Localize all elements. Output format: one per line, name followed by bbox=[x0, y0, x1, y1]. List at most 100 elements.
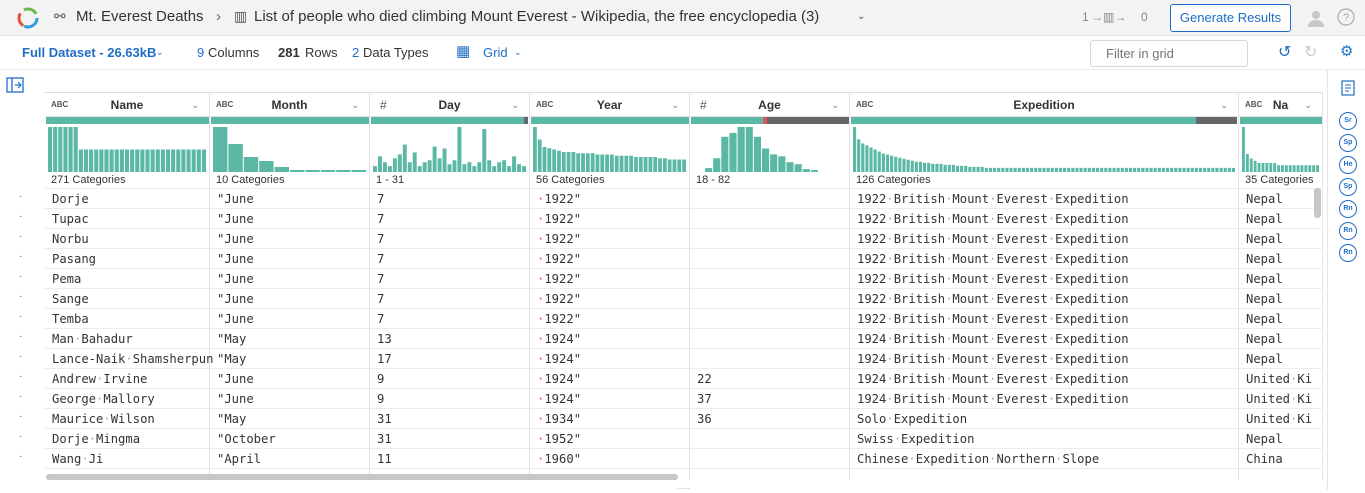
histogram-bar[interactable] bbox=[972, 166, 976, 172]
histogram-bar[interactable] bbox=[1038, 167, 1042, 172]
histogram-bar[interactable] bbox=[1133, 167, 1137, 172]
histogram-bar[interactable] bbox=[477, 162, 482, 172]
histogram-bar[interactable] bbox=[432, 146, 437, 172]
table-cell[interactable]: Nepal bbox=[1246, 252, 1283, 266]
type-icon[interactable]: # bbox=[700, 98, 707, 112]
undo-icon[interactable]: ↺ bbox=[1278, 44, 1292, 61]
table-cell[interactable]: Lance-Naik·Shamsherpun bbox=[52, 352, 214, 366]
histogram-bar[interactable] bbox=[533, 127, 537, 172]
table-cell[interactable]: 22 bbox=[697, 372, 712, 386]
horizontal-scrollbar[interactable] bbox=[46, 474, 678, 480]
histogram-bar[interactable] bbox=[320, 170, 336, 172]
breadcrumb-flow[interactable]: Mt. Everest Deaths bbox=[76, 8, 204, 25]
histogram-bar[interactable] bbox=[1308, 165, 1312, 172]
histogram-bar[interactable] bbox=[705, 168, 713, 172]
table-cell[interactable]: 7 bbox=[377, 192, 385, 206]
histogram-bar[interactable] bbox=[1219, 167, 1223, 172]
histogram-bar[interactable] bbox=[119, 149, 124, 173]
table-cell[interactable]: ·1922" bbox=[537, 212, 582, 226]
mismatched-bar[interactable] bbox=[763, 117, 767, 124]
histogram-bar[interactable] bbox=[682, 159, 686, 173]
chevron-down-icon[interactable]: ⌄ bbox=[511, 100, 519, 110]
histogram-bar[interactable] bbox=[417, 166, 422, 172]
histogram-bar[interactable] bbox=[259, 161, 274, 172]
histogram-bar[interactable] bbox=[160, 149, 165, 173]
table-cell[interactable]: 31 bbox=[377, 412, 392, 426]
type-icon[interactable]: ABC bbox=[856, 100, 874, 109]
table-cell[interactable]: Solo·Expedition bbox=[857, 412, 968, 426]
histogram-bar[interactable] bbox=[1149, 167, 1153, 172]
table-cell[interactable]: 11 bbox=[377, 452, 392, 466]
histogram-bar[interactable] bbox=[135, 149, 140, 173]
histogram-bar[interactable] bbox=[1116, 167, 1120, 172]
histogram-bar[interactable] bbox=[462, 164, 467, 172]
histogram-bar[interactable] bbox=[1174, 167, 1178, 172]
recipe-icon[interactable] bbox=[1339, 79, 1357, 97]
histogram-bar[interactable] bbox=[191, 149, 196, 173]
histogram-bar[interactable] bbox=[619, 155, 624, 172]
histogram-bar[interactable] bbox=[745, 127, 753, 172]
histogram-bar[interactable] bbox=[1050, 167, 1054, 172]
histogram-bar[interactable] bbox=[1312, 165, 1316, 172]
table-cell[interactable]: George·Mallory bbox=[52, 392, 155, 406]
data-quality-bar[interactable] bbox=[371, 117, 524, 124]
vertical-scrollbar[interactable] bbox=[1314, 188, 1321, 218]
histogram-bar[interactable] bbox=[939, 163, 943, 172]
histogram-bar[interactable] bbox=[1178, 167, 1182, 172]
table-cell[interactable]: 1922·British·Mount·Everest·Expedition bbox=[857, 292, 1129, 306]
histogram-bar[interactable] bbox=[1261, 163, 1265, 172]
histogram-bar[interactable] bbox=[457, 127, 462, 172]
histogram-bar[interactable] bbox=[877, 151, 881, 172]
table-cell[interactable]: Chinese·Expedition·Northern·Slope bbox=[857, 452, 1100, 466]
table-cell[interactable]: ·1924" bbox=[537, 332, 582, 346]
row-handle[interactable]: · bbox=[19, 371, 23, 382]
column-header[interactable]: ABC Na ⌄ bbox=[1239, 93, 1322, 117]
table-cell[interactable]: "June bbox=[217, 292, 254, 306]
table-cell[interactable]: Maurice·Wilson bbox=[52, 412, 155, 426]
histogram-bar[interactable] bbox=[68, 127, 73, 172]
histogram-bar[interactable] bbox=[274, 167, 289, 172]
table-cell[interactable]: Andrew·Irvine bbox=[52, 372, 148, 386]
histogram-bar[interactable] bbox=[993, 167, 997, 172]
histogram-bar[interactable] bbox=[171, 149, 176, 173]
histogram-bar[interactable] bbox=[487, 160, 492, 172]
histogram-bar[interactable] bbox=[1211, 167, 1215, 172]
table-cell[interactable]: Nepal bbox=[1246, 312, 1283, 326]
suggestion-pill[interactable]: He bbox=[1339, 156, 1357, 174]
table-cell[interactable]: United·Ki bbox=[1246, 372, 1313, 386]
histogram-bar[interactable] bbox=[213, 127, 228, 172]
histogram-bar[interactable] bbox=[1075, 167, 1079, 172]
histogram-bar[interactable] bbox=[83, 149, 89, 173]
table-cell[interactable]: Nepal bbox=[1246, 432, 1283, 446]
resize-handle-icon[interactable]: ····· bbox=[677, 484, 691, 493]
breadcrumb-dataset[interactable]: List of people who died climbing Mount E… bbox=[254, 8, 820, 25]
chevron-down-icon[interactable]: ⌄ bbox=[191, 100, 199, 110]
table-cell[interactable]: 1922·British·Mount·Everest·Expedition bbox=[857, 192, 1129, 206]
table-cell[interactable]: Norbu bbox=[52, 232, 89, 246]
histogram-bar[interactable] bbox=[557, 150, 561, 172]
histogram-bar[interactable] bbox=[542, 147, 547, 172]
histogram-bar[interactable] bbox=[63, 127, 68, 172]
table-cell[interactable]: Sange bbox=[52, 292, 89, 306]
histogram-bar[interactable] bbox=[155, 149, 160, 173]
table-cell[interactable]: "May bbox=[217, 412, 247, 426]
histogram-bar[interactable] bbox=[1288, 165, 1292, 172]
histogram-bar[interactable] bbox=[997, 167, 1001, 172]
histogram-bar[interactable] bbox=[1182, 167, 1186, 172]
histogram-bar[interactable] bbox=[447, 164, 452, 172]
histogram-bar[interactable] bbox=[1009, 167, 1013, 172]
generate-results-button[interactable]: Generate Results bbox=[1170, 4, 1291, 32]
histogram-bar[interactable] bbox=[1269, 163, 1273, 172]
histogram-bar[interactable] bbox=[770, 154, 778, 172]
column-header[interactable]: ABC Year ⌄ bbox=[530, 93, 689, 117]
chevron-down-icon[interactable]: ⌄ bbox=[514, 47, 522, 57]
histogram-bar[interactable] bbox=[104, 149, 109, 173]
row-handle[interactable]: · bbox=[19, 431, 23, 442]
suggestion-pill[interactable]: Rn bbox=[1339, 244, 1357, 262]
suggestion-pill[interactable]: Sr bbox=[1339, 112, 1357, 130]
table-cell[interactable]: Nepal bbox=[1246, 272, 1283, 286]
table-cell[interactable]: ·1922" bbox=[537, 252, 582, 266]
histogram-bar[interactable] bbox=[201, 149, 206, 173]
histogram-bar[interactable] bbox=[472, 166, 477, 172]
table-cell[interactable]: "June bbox=[217, 192, 254, 206]
